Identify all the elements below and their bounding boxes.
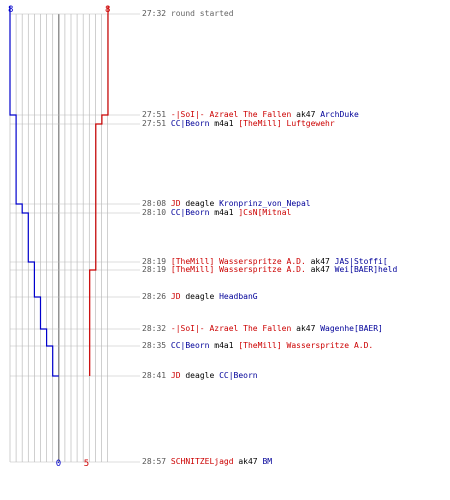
series-red-line <box>89 6 109 376</box>
weapon-name: ak47 <box>305 265 335 274</box>
event-row: 27:51 -|SoI|- Azrael The Fallen ak47 Arc… <box>142 110 359 119</box>
event-time: 28:32 <box>142 324 171 333</box>
event-row: 28:08 JD deagle Kronprinz_von_Nepal <box>142 199 311 208</box>
player-name: -|SoI|- Azrael The Fallen <box>170 324 292 333</box>
weapon-name: ak47 <box>233 457 263 466</box>
player-name: [TheMill] Wasserspritze A.D. <box>170 257 306 266</box>
event-row: 27:32 round started <box>142 9 234 18</box>
event-row: 28:10 CC|Beorn m4a1 ]CsN[Mitnal <box>142 208 291 217</box>
player-name: SCHNITZELjagd <box>170 457 234 466</box>
event-time: 28:10 <box>142 208 171 217</box>
player-name: [TheMill] Wasserspritze A.D. <box>238 341 374 350</box>
player-name: BM <box>262 457 273 466</box>
player-name: ArchDuke <box>320 110 359 119</box>
event-time: 27:32 <box>142 9 171 18</box>
event-row: 28:41 JD deagle CC|Beorn <box>142 371 258 380</box>
team-blue-end-label: 0 <box>56 459 61 469</box>
event-row: 28:57 SCHNITZELjagd ak47 BM <box>142 457 272 466</box>
player-name: -|SoI|- Azrael The Fallen <box>170 110 292 119</box>
player-name: [TheMill] Luftgewehr <box>238 119 335 128</box>
event-row: 28:32 -|SoI|- Azrael The Fallen ak47 Wag… <box>142 324 383 333</box>
event-row: 28:35 CC|Beorn m4a1 [TheMill] Wasserspri… <box>142 341 373 350</box>
player-name: Wagenhe[BAER] <box>320 324 383 333</box>
weapon-name: m4a1 <box>209 341 239 350</box>
event-row: 28:26 JD deagle HeadbanG <box>142 292 258 301</box>
player-name: Wei[BAER]held <box>334 265 398 274</box>
player-name: JD <box>170 371 181 380</box>
player-name: Kronprinz_von_Nepal <box>219 199 311 208</box>
player-name: [TheMill] Wasserspritze A.D. <box>170 265 306 274</box>
weapon-name: deagle <box>180 371 220 380</box>
team-red-start-label: 8 <box>105 5 110 15</box>
event-time: 28:19 <box>142 265 171 274</box>
event-time: 27:51 <box>142 119 171 128</box>
player-name: HeadbanG <box>219 292 258 301</box>
team-red-end-label: 5 <box>84 459 89 469</box>
weapon-name: ak47 <box>291 324 321 333</box>
player-name: JAS|Stoffi[ <box>334 257 388 266</box>
event-time: 28:57 <box>142 457 171 466</box>
event-row: 28:19 [TheMill] Wasserspritze A.D. ak47 … <box>142 265 397 274</box>
event-time: 28:26 <box>142 292 171 301</box>
weapon-name: ak47 <box>305 257 335 266</box>
player-name: CC|Beorn <box>170 208 210 217</box>
player-name: ]CsN[Mitnal <box>238 208 292 217</box>
weapon-name: m4a1 <box>209 208 239 217</box>
player-name: JD <box>170 199 181 208</box>
weapon-name: m4a1 <box>209 119 239 128</box>
event-time: 28:08 <box>142 199 171 208</box>
event-time: 28:35 <box>142 341 171 350</box>
player-name: CC|Beorn <box>219 371 258 380</box>
event-row: 28:19 [TheMill] Wasserspritze A.D. ak47 … <box>142 257 388 266</box>
event-text: round started <box>170 9 234 18</box>
weapon-name: deagle <box>180 292 220 301</box>
event-time: 28:41 <box>142 371 171 380</box>
weapon-name: deagle <box>180 199 220 208</box>
team-blue-start-label: 8 <box>8 5 13 15</box>
event-row: 27:51 CC|Beorn m4a1 [TheMill] Luftgewehr <box>142 119 335 128</box>
player-name: CC|Beorn <box>170 119 210 128</box>
player-name: CC|Beorn <box>170 341 210 350</box>
weapon-name: ak47 <box>291 110 321 119</box>
event-time: 27:51 <box>142 110 171 119</box>
series-blue-line <box>9 6 59 377</box>
player-name: JD <box>170 292 181 301</box>
event-time: 28:19 <box>142 257 171 266</box>
